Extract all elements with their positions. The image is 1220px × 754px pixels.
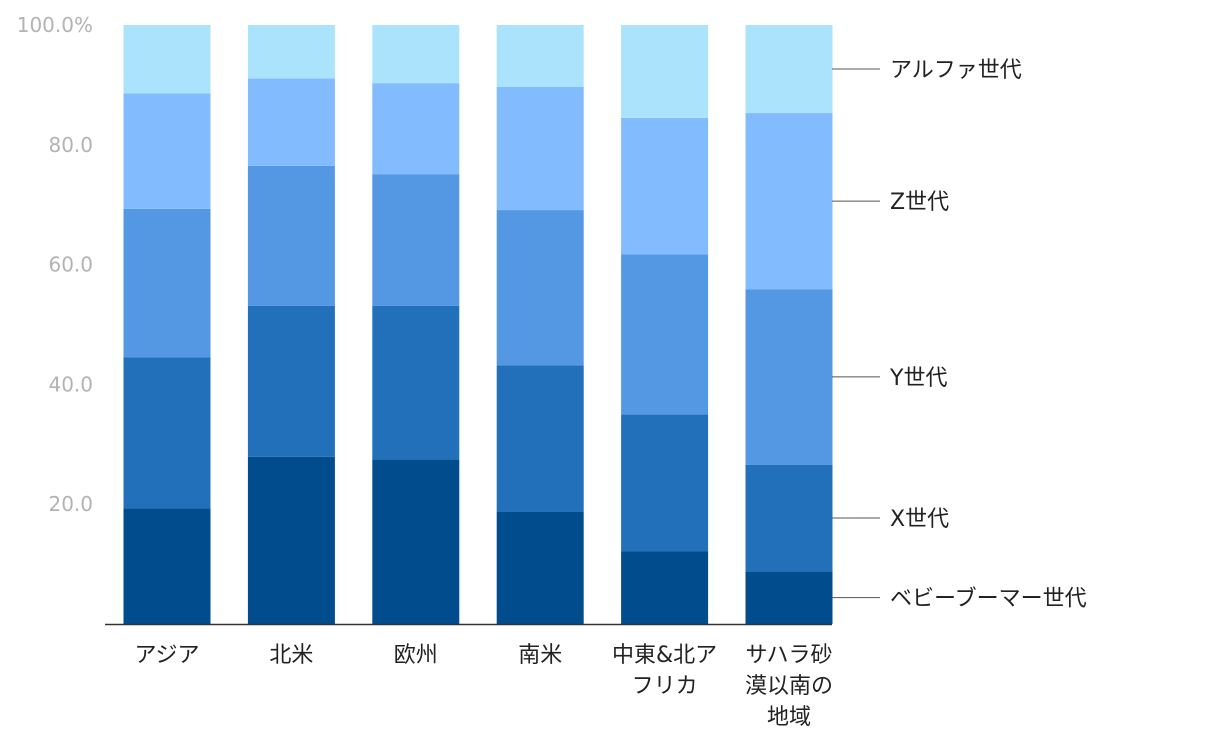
y-axis-ticks: 20.0 40.0 60.0 80.0 100.0% xyxy=(17,13,93,516)
bar-stack xyxy=(621,25,709,624)
bar-segment xyxy=(621,551,709,624)
x-tick-label: 北米 xyxy=(269,643,313,668)
x-tick-label: 欧州 xyxy=(394,643,438,668)
bar-segment xyxy=(745,464,833,572)
bar-segment xyxy=(247,456,335,624)
x-tick-label: 中東&北ア xyxy=(612,643,717,668)
bar-segment xyxy=(247,305,335,457)
bar-segment xyxy=(372,25,460,84)
bar-stack xyxy=(745,25,833,624)
bar-segment xyxy=(745,113,833,290)
bar-segment xyxy=(372,83,460,175)
legend: ベビーブーマー世代 X世代 Y世代 Z世代 アルファ世代 xyxy=(832,58,1087,612)
bar-segment xyxy=(123,508,211,624)
y-tick-label: 60.0 xyxy=(48,253,93,277)
bar-segment xyxy=(496,210,584,366)
bar-stack xyxy=(123,25,211,624)
bar-segment xyxy=(745,571,833,624)
legend-label: アルファ世代 xyxy=(890,58,1022,83)
bar-segment xyxy=(745,289,833,465)
bar-segment xyxy=(247,165,335,306)
bars xyxy=(123,25,833,624)
legend-label: X世代 xyxy=(890,507,949,532)
bar-segment xyxy=(247,78,335,166)
y-tick-label: 40.0 xyxy=(48,372,93,396)
bar-segment xyxy=(372,459,460,624)
bar-segment xyxy=(123,25,211,94)
bar-segment xyxy=(496,25,584,87)
bar-segment xyxy=(496,365,584,512)
x-tick-label: サハラ砂 xyxy=(745,643,832,668)
bar-stack xyxy=(247,25,335,624)
x-tick-label: アジア xyxy=(134,643,199,668)
bar-segment xyxy=(745,25,833,114)
bar-segment xyxy=(621,25,709,118)
y-tick-label: 100.0% xyxy=(17,13,93,37)
bar-segment xyxy=(621,254,709,415)
y-tick-label: 80.0 xyxy=(48,133,93,157)
bar-stack xyxy=(496,25,584,624)
bar-segment xyxy=(123,208,211,358)
bar-segment xyxy=(123,93,211,209)
x-tick-label: 南米 xyxy=(518,643,562,668)
legend-label: Z世代 xyxy=(890,190,949,215)
bar-segment xyxy=(123,357,211,509)
legend-label: ベビーブーマー世代 xyxy=(890,587,1087,612)
y-tick-label: 20.0 xyxy=(48,492,93,516)
x-tick-label: 地域 xyxy=(767,705,811,730)
bar-segment xyxy=(372,174,460,306)
bar-segment xyxy=(621,414,709,552)
bar-segment xyxy=(247,25,335,79)
bar-segment xyxy=(496,86,584,211)
bar-segment xyxy=(496,511,584,624)
bar-segment xyxy=(372,305,460,460)
bar-stack xyxy=(372,25,460,624)
x-tick-label: フリカ xyxy=(632,674,698,699)
x-tick-label: 漠以南の xyxy=(745,674,833,699)
legend-label: Y世代 xyxy=(889,366,947,391)
bar-segment xyxy=(621,117,709,255)
